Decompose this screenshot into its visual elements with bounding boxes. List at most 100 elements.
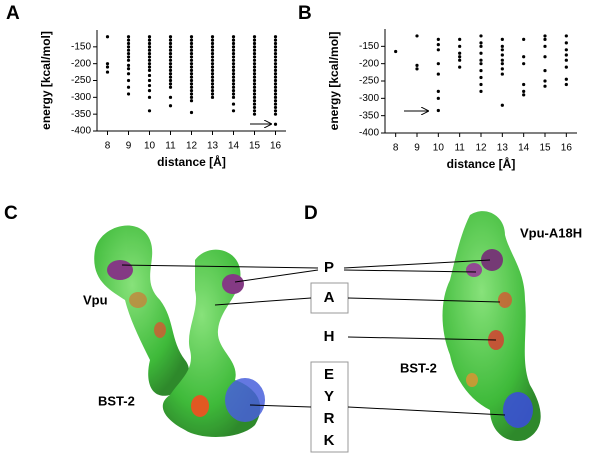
x-tick-label: 12: [186, 141, 198, 152]
point: [189, 68, 194, 72]
point: [168, 85, 173, 89]
point: [252, 75, 257, 79]
point: [458, 37, 462, 42]
point: [126, 67, 131, 71]
x-tick-label: 11: [165, 141, 176, 152]
point: [273, 99, 278, 103]
point: [273, 75, 278, 79]
point: [252, 58, 257, 62]
point: [252, 65, 257, 69]
point: [522, 55, 526, 59]
point: [168, 72, 173, 76]
point: [147, 89, 152, 93]
point: [147, 83, 152, 88]
point: [231, 75, 236, 79]
point: [479, 51, 483, 55]
point: [189, 72, 194, 76]
point: [210, 58, 215, 62]
point: [168, 104, 173, 108]
point: [168, 78, 173, 83]
point: [252, 38, 257, 42]
point: [479, 58, 483, 62]
y-tick-label: -400: [359, 128, 379, 139]
point: [522, 82, 526, 87]
point: [273, 38, 278, 42]
point: [210, 45, 215, 49]
point: [500, 44, 504, 48]
point: [168, 82, 173, 86]
residue: R: [324, 410, 335, 427]
point: [168, 41, 173, 46]
point: [126, 72, 131, 76]
point: [252, 35, 257, 39]
point: [522, 89, 526, 93]
point: [147, 62, 152, 66]
point: [189, 45, 194, 49]
point: [231, 35, 236, 39]
y-tick-label: -350: [359, 110, 379, 121]
point: [273, 41, 278, 46]
point: [126, 78, 131, 83]
point: [168, 62, 173, 66]
x-tick-label: 11: [454, 143, 465, 154]
point: [252, 78, 257, 83]
point: [147, 51, 152, 56]
point: [273, 72, 278, 76]
point: [126, 63, 131, 67]
point: [273, 62, 278, 66]
point: [252, 62, 257, 66]
point: [168, 38, 173, 42]
point: [273, 51, 278, 56]
point: [189, 99, 194, 103]
x-axis-label: distance [Å]: [447, 156, 516, 171]
point: [479, 41, 483, 45]
point: [252, 105, 257, 110]
point: [273, 122, 278, 126]
point: [147, 45, 152, 49]
point: [564, 48, 568, 52]
point: [479, 34, 483, 38]
molecule-label: BST-2: [400, 360, 437, 375]
residue: A: [324, 289, 335, 306]
point: [105, 35, 110, 39]
point: [458, 55, 462, 59]
point: [231, 85, 236, 89]
point: [189, 65, 194, 69]
point: [436, 96, 440, 100]
point: [479, 89, 483, 93]
point: [147, 48, 152, 52]
point: [252, 82, 257, 86]
point: [273, 92, 278, 96]
point: [210, 41, 215, 46]
point: [189, 51, 194, 56]
point: [500, 58, 504, 62]
point: [126, 48, 131, 52]
molecule-label: Vpu-A18H: [520, 225, 582, 240]
point: [189, 62, 194, 66]
x-tick-label: 13: [497, 143, 509, 154]
point: [273, 105, 278, 110]
point: [564, 41, 568, 45]
y-tick-label: -300: [71, 92, 91, 103]
point: [147, 55, 152, 59]
point: [273, 68, 278, 72]
x-tick-label: 10: [144, 141, 156, 152]
point: [126, 45, 131, 49]
point: [564, 65, 568, 69]
point: [564, 82, 568, 87]
point: [231, 92, 236, 96]
point: [273, 45, 278, 49]
residue: E: [324, 366, 334, 383]
point: [543, 84, 547, 88]
point: [564, 53, 568, 57]
point: [458, 58, 462, 62]
point: [252, 72, 257, 76]
point: [147, 95, 152, 99]
point: [273, 102, 278, 106]
point: [252, 99, 257, 103]
point: [436, 62, 440, 66]
point: [543, 69, 547, 73]
x-tick-label: 16: [270, 141, 282, 152]
point: [436, 37, 440, 42]
